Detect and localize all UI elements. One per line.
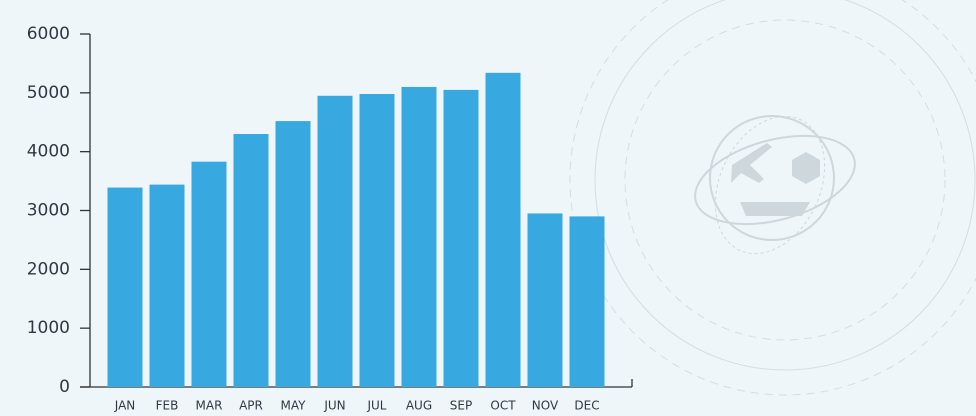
x-tick-label: JUN [323,399,345,413]
y-tick-label: 1000 [27,318,70,338]
bar [234,134,269,387]
x-tick-label: JUL [366,399,386,413]
bar [192,162,227,387]
chart: 0 1000 2000 3000 4000 5000 6000 JAN FEB MAR APR MAY… [0,0,976,416]
y-tick-label: 5000 [27,83,70,103]
bar [486,73,521,387]
y-tick-label: 0 [59,377,70,397]
y-tick-label: 3000 [27,201,70,221]
bar [402,87,437,387]
x-tick-label: MAY [281,399,307,413]
decoration [570,0,976,395]
x-tick-label: JAN [114,399,136,413]
y-tick-label: 4000 [27,142,70,162]
bar [318,96,353,387]
x-tick-label: AUG [406,399,432,413]
x-tick-label: MAR [196,399,223,413]
x-tick-label: OCT [490,399,516,413]
bar [528,213,563,387]
bar [360,94,395,387]
bar [444,90,479,387]
x-tick-label: APR [239,399,263,413]
bar [570,216,605,387]
bar [108,188,143,387]
x-tick-label: NOV [532,399,559,413]
x-tick-label: DEC [574,399,599,413]
y-tick-label: 6000 [27,24,70,44]
bar [150,185,185,387]
x-tick-label: FEB [156,399,179,413]
bar [276,121,311,387]
y-tick-label: 2000 [27,259,70,279]
x-tick-label: SEP [450,399,472,413]
